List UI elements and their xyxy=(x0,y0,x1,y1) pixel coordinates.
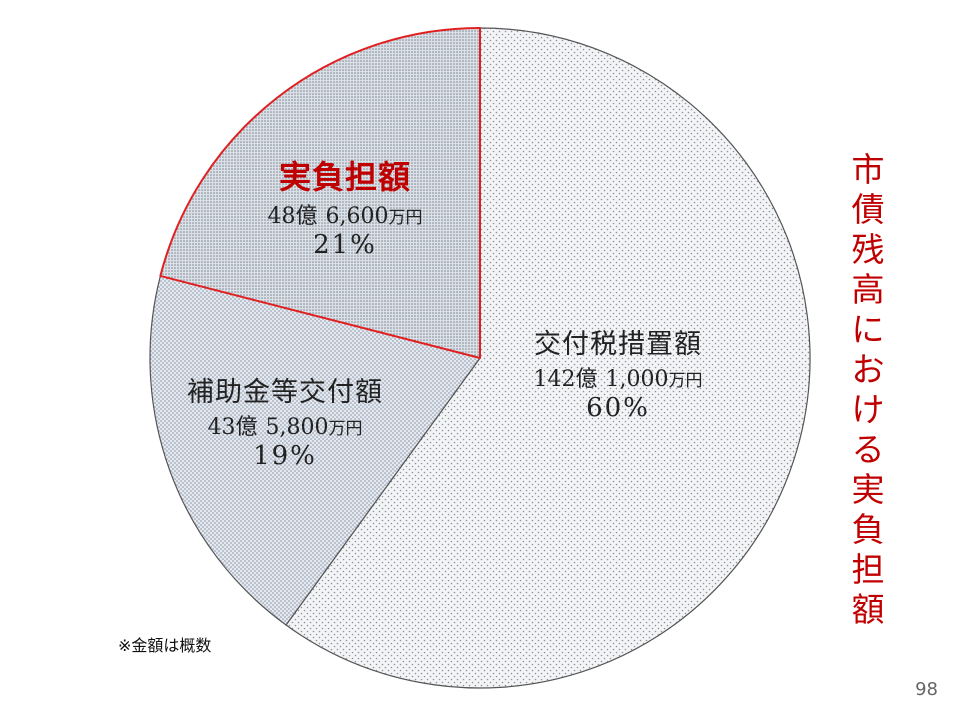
slice-name: 交付税措置額 xyxy=(534,329,702,360)
slice-amount: 48億 6,600万円 xyxy=(267,204,423,229)
slice-percent: 19% xyxy=(253,441,317,471)
slice-name: 実負担額 xyxy=(278,158,411,196)
slice-percent: 21% xyxy=(313,230,377,260)
pie-slice-tax-allocation xyxy=(285,27,811,689)
slice-label-subsidy: 補助金等交付額 43億 5,800万円 19% xyxy=(160,370,410,471)
slice-amount: 43億 5,800万円 xyxy=(207,415,363,440)
slice-label-tax-allocation: 交付税措置額 142億 1,000万円 60% xyxy=(498,322,738,423)
pie-slice-subsidy xyxy=(149,275,481,626)
slice-name: 補助金等交付額 xyxy=(187,377,383,408)
page-number: 98 xyxy=(915,679,938,700)
side-title: 市債残高における実負担額 xyxy=(851,150,885,629)
footnote: ※金額は概数 xyxy=(118,636,212,655)
slice-label-actual-burden: 実負担額 48億 6,600万円 21% xyxy=(230,152,460,260)
slice-percent: 60% xyxy=(586,393,650,423)
pie-slice-actual-burden xyxy=(159,27,481,359)
slice-amount: 142億 1,000万円 xyxy=(533,367,703,392)
